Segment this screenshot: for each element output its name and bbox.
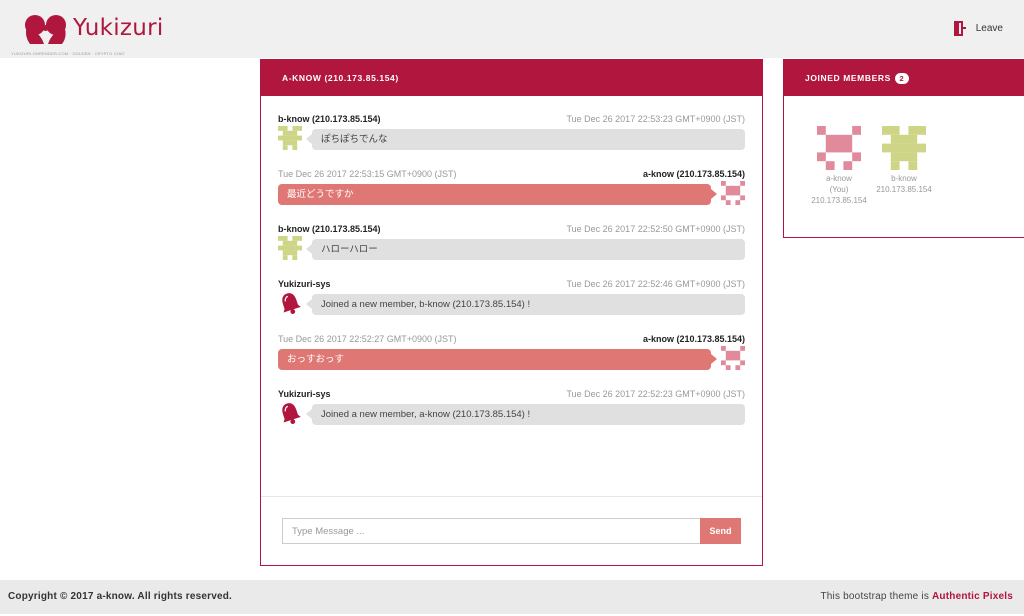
leave-button[interactable]: Leave bbox=[953, 21, 1003, 36]
door-exit-icon bbox=[953, 21, 966, 36]
message-sender: b-know (210.173.85.154) bbox=[278, 114, 381, 124]
message-item: b-know (210.173.85.154) Tue Dec 26 2017 2… bbox=[261, 96, 762, 150]
message-time: Tue Dec 26 2017 22:52:27 GMT+0900 (JST) bbox=[278, 334, 457, 344]
chat-panel: A-KNOW (210.173.85.154) b-know (210.173.… bbox=[260, 59, 763, 566]
theme-link[interactable]: Authentic Pixels bbox=[932, 591, 1013, 602]
member-name: a-know bbox=[826, 174, 852, 183]
members-title: JOINED MEMBERS bbox=[805, 73, 891, 83]
message-time: Tue Dec 26 2017 22:52:46 GMT+0900 (JST) bbox=[566, 279, 745, 289]
member-ip: 210.173.85.154 bbox=[876, 185, 932, 194]
message-item: Tue Dec 26 2017 22:53:15 GMT+0900 (JST) a… bbox=[261, 151, 762, 205]
member-item: a-know (You) 210.173.85.154 bbox=[807, 126, 871, 206]
logo-icon bbox=[25, 15, 66, 44]
message-item: Tue Dec 26 2017 22:52:27 GMT+0900 (JST) a… bbox=[261, 316, 762, 370]
message-bubble: ハローハロー bbox=[306, 239, 745, 260]
footer: Copyright © 2017 a-know. All rights rese… bbox=[0, 580, 1024, 614]
brand-name: Yukizuri bbox=[73, 15, 164, 41]
theme-credit-prefix: This bootstrap theme is bbox=[820, 591, 932, 602]
pink-identicon-avatar bbox=[721, 181, 745, 205]
message-sender: a-know (210.173.85.154) bbox=[642, 169, 745, 179]
message-sender: Yukizuri-sys bbox=[278, 389, 331, 399]
message-bubble: Joined a new member, b-know (210.173.85.… bbox=[306, 294, 745, 315]
message-time: Tue Dec 26 2017 22:53:15 GMT+0900 (JST) bbox=[278, 169, 457, 179]
message-item: Yukizuri-sys Tue Dec 26 2017 22:52:46 GMT… bbox=[261, 261, 762, 315]
bell-icon bbox=[282, 293, 301, 314]
member-count-badge: 2 bbox=[894, 72, 909, 84]
input-divider bbox=[261, 496, 762, 497]
green-identicon-avatar bbox=[278, 236, 302, 260]
message-bubble: 最近どうですか bbox=[278, 184, 717, 205]
message-time: Tue Dec 26 2017 22:52:23 GMT+0900 (JST) bbox=[566, 389, 745, 399]
pink-identicon-avatar bbox=[721, 346, 745, 370]
green-identicon-avatar bbox=[278, 126, 302, 150]
message-sender: b-know (210.173.85.154) bbox=[278, 224, 381, 234]
brand-subtitle: YUKIZURI.ONRENDER.COM · GOLDEN · CRYPTO … bbox=[11, 51, 126, 56]
send-button[interactable]: Send bbox=[700, 518, 741, 544]
copyright-text: Copyright © 2017 a-know. All rights rese… bbox=[8, 591, 233, 602]
message-input[interactable] bbox=[282, 518, 701, 544]
message-time: Tue Dec 26 2017 22:52:50 GMT+0900 (JST) bbox=[566, 224, 745, 234]
message-time: Tue Dec 26 2017 22:53:23 GMT+0900 (JST) bbox=[566, 114, 745, 124]
message-bubble: ぽちぽちでんな bbox=[306, 129, 745, 150]
message-bubble: Joined a new member, a-know (210.173.85.… bbox=[306, 404, 745, 425]
green-identicon-avatar bbox=[882, 126, 926, 170]
members-panel: JOINED MEMBERS 2 a-know (You) 210.173.85… bbox=[783, 59, 1024, 238]
leave-label: Leave bbox=[975, 23, 1003, 34]
message-item: b-know (210.173.85.154) Tue Dec 26 2017 2… bbox=[261, 206, 762, 260]
message-sender: a-know (210.173.85.154) bbox=[642, 334, 745, 344]
member-item: b-know 210.173.85.154 bbox=[872, 126, 936, 195]
member-ip: 210.173.85.154 bbox=[811, 196, 867, 205]
member-note: (You) bbox=[829, 185, 849, 194]
bell-icon bbox=[282, 403, 301, 424]
top-bar: Yukizuri YUKIZURI.ONRENDER.COM · GOLDEN … bbox=[0, 0, 1024, 58]
members-header: JOINED MEMBERS 2 bbox=[784, 60, 1024, 96]
theme-credit: This bootstrap theme is Authentic Pixels bbox=[820, 580, 1013, 614]
message-bubble: おっすおっす bbox=[278, 349, 717, 370]
message-item: Yukizuri-sys Tue Dec 26 2017 22:52:23 GMT… bbox=[261, 371, 762, 425]
pink-identicon-avatar bbox=[817, 126, 861, 170]
chat-title: A-KNOW (210.173.85.154) bbox=[261, 60, 762, 96]
member-name: b-know bbox=[891, 174, 917, 183]
message-sender: Yukizuri-sys bbox=[278, 279, 331, 289]
